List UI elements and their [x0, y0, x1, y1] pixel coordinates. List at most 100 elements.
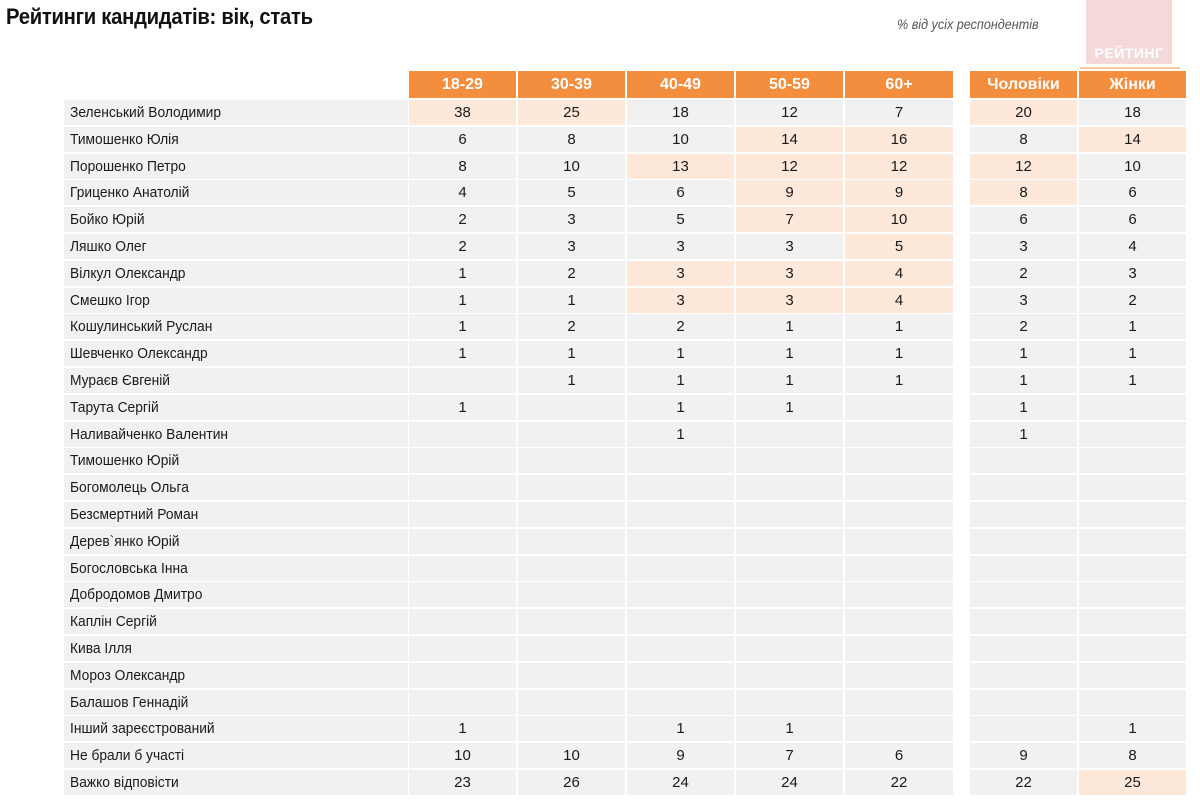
value-cell: [970, 609, 1077, 635]
candidate-name-text: Безсмертний Роман: [70, 506, 199, 523]
value-cell: [845, 448, 953, 474]
value-cell: 3: [736, 287, 843, 313]
value-cell: 6: [1079, 207, 1186, 233]
candidate-name-text: Тимошенко Юрій: [70, 452, 180, 470]
value-cell: 3: [518, 207, 625, 233]
candidate-name: Богословська Інна: [64, 555, 408, 581]
value-cell: 4: [1079, 234, 1186, 259]
candidate-name: Балашов Геннадій: [64, 689, 408, 715]
candidate-name-text: Богословська Інна: [70, 559, 188, 577]
value-cell: 6: [409, 126, 516, 152]
value-cell: [518, 555, 625, 581]
candidate-name: Бойко Юрій: [64, 207, 408, 233]
table-row: Мороз Олександр: [64, 662, 1186, 688]
value-cell: [845, 394, 953, 420]
candidate-name-text: Кошулинський Руслан: [70, 318, 213, 336]
value-cell: [736, 448, 843, 474]
value-cell: 3: [970, 234, 1077, 259]
value-cell: 6: [970, 207, 1077, 233]
candidate-name: Шевченко Олександр: [64, 341, 408, 367]
value-cell: 16: [845, 126, 953, 152]
value-cell: 2: [1079, 287, 1186, 313]
table-row: Наливайченко Валентин 1 1: [64, 421, 1186, 447]
value-cell: [970, 448, 1077, 474]
value-cell: 1: [970, 421, 1077, 447]
value-cell: [409, 555, 516, 581]
value-cell: [518, 528, 625, 554]
value-cell: 1: [736, 716, 843, 742]
candidate-name-text: Смешко Ігор: [70, 291, 150, 309]
value-cell: [627, 448, 734, 474]
value-cell: 18: [1079, 100, 1186, 125]
col-header-age-50-59: 50-59: [736, 71, 843, 98]
table-row: Гриценко Анатолій 4 5 6 9 9 8 6: [64, 180, 1186, 206]
value-cell: 10: [1079, 153, 1186, 179]
value-cell: 5: [518, 180, 625, 206]
value-cell: [518, 636, 625, 661]
value-cell: 3: [627, 234, 734, 259]
value-cell: 7: [736, 207, 843, 233]
value-cell: 1: [736, 394, 843, 420]
value-cell: 2: [409, 234, 516, 259]
table-row: Тарута Сергій 1 1 1 1: [64, 394, 1186, 420]
value-cell: 12: [736, 153, 843, 179]
value-cell: [518, 662, 625, 688]
table-row: Дерев`янко Юрій: [64, 528, 1186, 554]
candidate-name: Мураєв Євгеній: [64, 368, 408, 393]
value-cell: 1: [1079, 716, 1186, 742]
units-note: % від усіх респондентів: [897, 16, 1039, 32]
value-cell: 3: [736, 260, 843, 286]
value-cell: [845, 689, 953, 715]
value-cell: [736, 689, 843, 715]
candidate-name-text: Каплін Сергій: [70, 613, 157, 631]
candidate-name: Кива Ілля: [64, 636, 408, 661]
value-cell: [409, 502, 516, 527]
value-cell: [845, 475, 953, 501]
value-cell: 1: [1079, 341, 1186, 367]
value-cell: [518, 609, 625, 635]
value-cell: [736, 636, 843, 661]
table-row: Богомолець Ольга: [64, 475, 1186, 501]
value-cell: 8: [518, 126, 625, 152]
value-cell: 1: [970, 341, 1077, 367]
value-cell: 38: [409, 100, 516, 125]
value-cell: 6: [627, 180, 734, 206]
candidate-name: Смешко Ігор: [64, 287, 408, 313]
value-cell: 12: [970, 153, 1077, 179]
candidate-name: Каплін Сергій: [64, 609, 408, 635]
candidate-name-text: Дерев`янко Юрій: [70, 532, 180, 550]
value-cell: [518, 448, 625, 474]
value-cell: 8: [970, 180, 1077, 206]
value-cell: 1: [409, 287, 516, 313]
value-cell: [1079, 421, 1186, 447]
candidate-name-text: Кива Ілля: [70, 640, 132, 657]
value-cell: [970, 689, 1077, 715]
value-cell: [627, 555, 734, 581]
candidate-name: Наливайченко Валентин: [64, 421, 408, 447]
value-cell: 1: [409, 716, 516, 742]
value-cell: [518, 394, 625, 420]
value-cell: [736, 582, 843, 608]
value-cell: 9: [845, 180, 953, 206]
table-row: Каплін Сергій: [64, 609, 1186, 635]
value-cell: 10: [409, 743, 516, 769]
value-cell: [1079, 448, 1186, 474]
col-header-men: Чоловіки: [970, 71, 1077, 98]
value-cell: 1: [518, 341, 625, 367]
value-cell: [970, 636, 1077, 661]
value-cell: [845, 662, 953, 688]
value-cell: [627, 475, 734, 501]
value-cell: [409, 368, 516, 393]
candidate-name: Добродомов Дмитро: [64, 582, 408, 608]
value-cell: 8: [970, 126, 1077, 152]
value-cell: 1: [409, 260, 516, 286]
value-cell: [518, 716, 625, 742]
value-cell: [970, 662, 1077, 688]
value-cell: [627, 689, 734, 715]
value-cell: [970, 716, 1077, 742]
value-cell: 1: [518, 287, 625, 313]
value-cell: 3: [627, 260, 734, 286]
value-cell: 1: [845, 314, 953, 340]
table-row: Порошенко Петро 8 10 13 12 12 12 10: [64, 153, 1186, 179]
value-cell: 3: [1079, 260, 1186, 286]
